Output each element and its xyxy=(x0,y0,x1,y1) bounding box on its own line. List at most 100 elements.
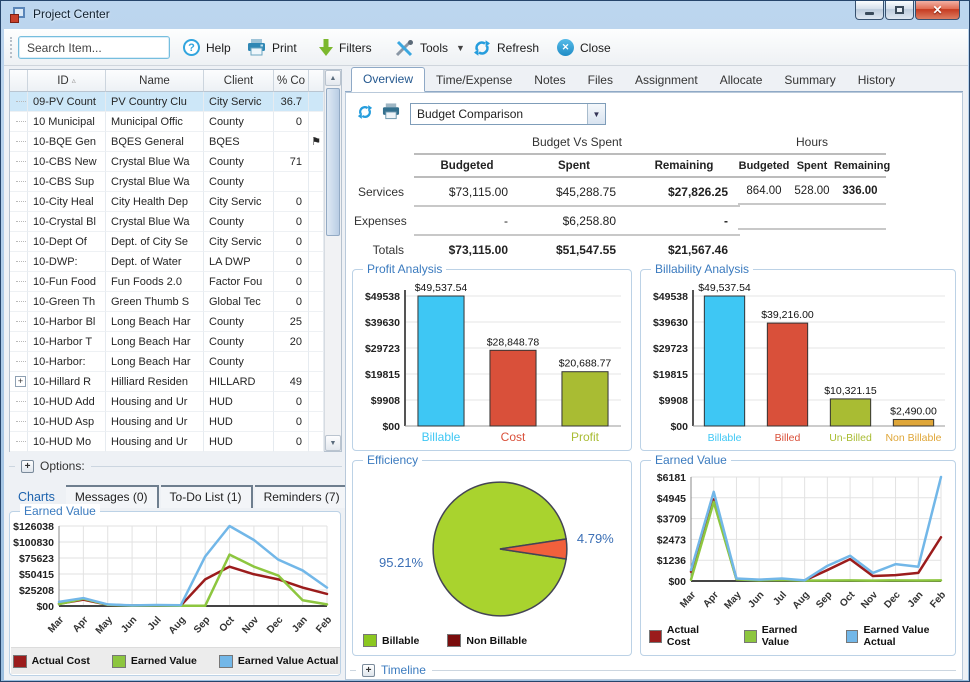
print-button[interactable]: Print xyxy=(240,35,304,60)
table-row[interactable]: +10-Hillard RHilliard ResidenHILLARD49 xyxy=(10,372,341,392)
title-bar[interactable]: Project Center ✕ xyxy=(1,1,969,29)
cell-client: HUD xyxy=(204,432,274,452)
timeline-expander[interactable]: + Timeline xyxy=(350,663,956,677)
table-row[interactable]: 10-Green ThGreen Thumb SGlobal Tec0 xyxy=(10,292,341,312)
earned-value-main-legend: Actual CostEarned ValueEarned Value Actu… xyxy=(649,624,955,648)
cell-name: City Health Dep xyxy=(106,192,204,212)
cell-name: Dept. of City Se xyxy=(106,232,204,252)
legend-swatch-icon xyxy=(447,634,461,647)
tab-todo-list[interactable]: To-Do List (1) xyxy=(161,485,253,508)
tab-notes[interactable]: Notes xyxy=(523,69,576,92)
cell-id: 10-HUD Add xyxy=(28,392,106,412)
svg-text:$2,490.00: $2,490.00 xyxy=(890,405,937,417)
report-selector-dropdown[interactable]: Budget Comparison ▼ xyxy=(410,103,606,125)
scrollbar-thumb[interactable] xyxy=(326,88,340,236)
table-row[interactable]: 10-HUD AddHousing and UrHUD0 xyxy=(10,392,341,412)
report-selector-value: Budget Comparison xyxy=(411,107,587,121)
scroll-down-button[interactable]: ▼ xyxy=(325,435,341,451)
earned-value-main-title: Earned Value xyxy=(651,453,731,467)
table-row[interactable]: 10-HUD MoHousing and UrHUD0 xyxy=(10,432,341,452)
tree-connector xyxy=(16,161,26,162)
table-row[interactable]: 10-Harbor BlLong Beach HarCounty25 xyxy=(10,312,341,332)
hours-header-remaining: Remaining xyxy=(834,155,886,178)
column-header-pct[interactable]: % Co xyxy=(274,70,309,92)
vertical-scrollbar[interactable]: ▲ ▼ xyxy=(324,70,341,451)
table-row[interactable]: 10-Crystal BlCrystal Blue WaCounty0 xyxy=(10,212,341,232)
billability-analysis-title: Billability Analysis xyxy=(651,262,753,276)
cell-name: Housing and Ur xyxy=(106,392,204,412)
cell-id: 10-Harbor: xyxy=(28,352,106,372)
cell-id: 10-Harbor T xyxy=(28,332,106,352)
minimize-button[interactable] xyxy=(855,1,884,20)
cell-id: 09-PV Count xyxy=(28,92,106,112)
tab-reminders[interactable]: Reminders (7) xyxy=(255,485,351,508)
column-header-client[interactable]: Client xyxy=(204,70,274,92)
maximize-button[interactable] xyxy=(885,1,914,20)
toolbar-grip[interactable] xyxy=(10,37,13,58)
cell-client: County xyxy=(204,172,274,192)
scroll-up-button[interactable]: ▲ xyxy=(325,70,341,86)
tree-connector xyxy=(16,281,26,282)
tab-summary[interactable]: Summary xyxy=(773,69,846,92)
legend-item: Earned Value xyxy=(744,624,822,648)
svg-text:Oct: Oct xyxy=(838,589,858,609)
close-label: Close xyxy=(580,41,611,55)
svg-text:$9908: $9908 xyxy=(371,395,400,407)
timeline-plus-icon[interactable]: + xyxy=(362,664,375,677)
tools-button[interactable]: Tools ▼ xyxy=(388,35,472,60)
table-row[interactable]: 10-Harbor TLong Beach HarCounty20 xyxy=(10,332,341,352)
refresh-report-icon[interactable] xyxy=(357,104,373,120)
table-row[interactable]: 09-PV CountPV Country CluCity Servic36.7 xyxy=(10,92,341,112)
expand-icon[interactable]: + xyxy=(15,376,26,387)
svg-text:May: May xyxy=(94,614,115,636)
svg-text:$100830: $100830 xyxy=(13,537,54,549)
cell-client: County xyxy=(204,352,274,372)
close-window-button[interactable]: ✕ xyxy=(915,1,960,20)
efficiency-title: Efficiency xyxy=(363,453,422,467)
table-row[interactable]: 10-Fun FoodFun Foods 2.0Factor Fou0 xyxy=(10,272,341,292)
column-header-name[interactable]: Name xyxy=(106,70,204,92)
svg-text:4.79%: 4.79% xyxy=(577,531,614,546)
options-plus-icon[interactable]: + xyxy=(21,460,34,473)
legend-swatch-icon xyxy=(649,630,662,643)
filters-button[interactable]: Filters xyxy=(312,35,379,60)
options-expander[interactable]: + Options: xyxy=(9,459,342,473)
table-row[interactable]: 10 MunicipalMunicipal OfficCounty0 xyxy=(10,112,341,132)
legend-swatch-icon xyxy=(112,655,126,668)
help-button[interactable]: ? Help xyxy=(176,35,238,60)
table-row[interactable]: 10-HUD AspHousing and UrHUD0 xyxy=(10,412,341,432)
table-row[interactable]: 10-CBS SupCrystal Blue WaCounty xyxy=(10,172,341,192)
cell-id: 10-Harbor Bl xyxy=(28,312,106,332)
timeline-label: Timeline xyxy=(381,663,426,677)
table-row[interactable]: 10-DWP:Dept. of WaterLA DWP0 xyxy=(10,252,341,272)
project-table-header[interactable]: ID▵ Name Client % Co xyxy=(10,70,341,92)
flag-cell xyxy=(309,212,324,232)
column-header-id[interactable]: ID▵ xyxy=(28,70,106,92)
search-input[interactable] xyxy=(18,36,170,59)
table-row[interactable]: 10-CBS NewCrystal Blue WaCounty71 xyxy=(10,152,341,172)
cell-pct: 0 xyxy=(274,192,309,212)
flag-cell xyxy=(309,232,324,252)
table-row[interactable]: 10-City HealCity Health DepCity Servic0 xyxy=(10,192,341,212)
cell-client: City Servic xyxy=(204,232,274,252)
dropdown-arrow-icon[interactable]: ▼ xyxy=(587,104,605,124)
flag-cell xyxy=(309,292,324,312)
tab-assignment[interactable]: Assignment xyxy=(624,69,709,92)
svg-text:Oct: Oct xyxy=(217,614,237,634)
table-row[interactable]: 10-BQE GenBQES GeneralBQES⚑ xyxy=(10,132,341,152)
print-report-icon[interactable] xyxy=(382,103,400,120)
svg-text:Jan: Jan xyxy=(906,590,926,610)
tab-history[interactable]: History xyxy=(847,69,906,92)
totals-spent: $51,547.55 xyxy=(520,236,628,263)
table-row[interactable]: 10-Dept OfDept. of City SeCity Servic0 xyxy=(10,232,341,252)
close-button[interactable]: ✕ Close xyxy=(550,35,618,60)
profit-analysis-title: Profit Analysis xyxy=(363,262,446,276)
tree-connector xyxy=(16,321,26,322)
table-row[interactable]: 10-Harbor:Long Beach HarCounty xyxy=(10,352,341,372)
tab-time-expense[interactable]: Time/Expense xyxy=(425,69,523,92)
tab-allocate[interactable]: Allocate xyxy=(709,69,774,92)
tab-overview[interactable]: Overview xyxy=(351,67,425,92)
svg-text:Jul: Jul xyxy=(771,589,789,607)
refresh-button[interactable]: Refresh xyxy=(466,35,546,60)
tab-files[interactable]: Files xyxy=(577,69,624,92)
